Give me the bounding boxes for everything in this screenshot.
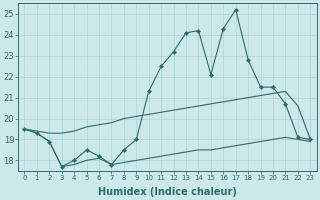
X-axis label: Humidex (Indice chaleur): Humidex (Indice chaleur): [98, 187, 237, 197]
